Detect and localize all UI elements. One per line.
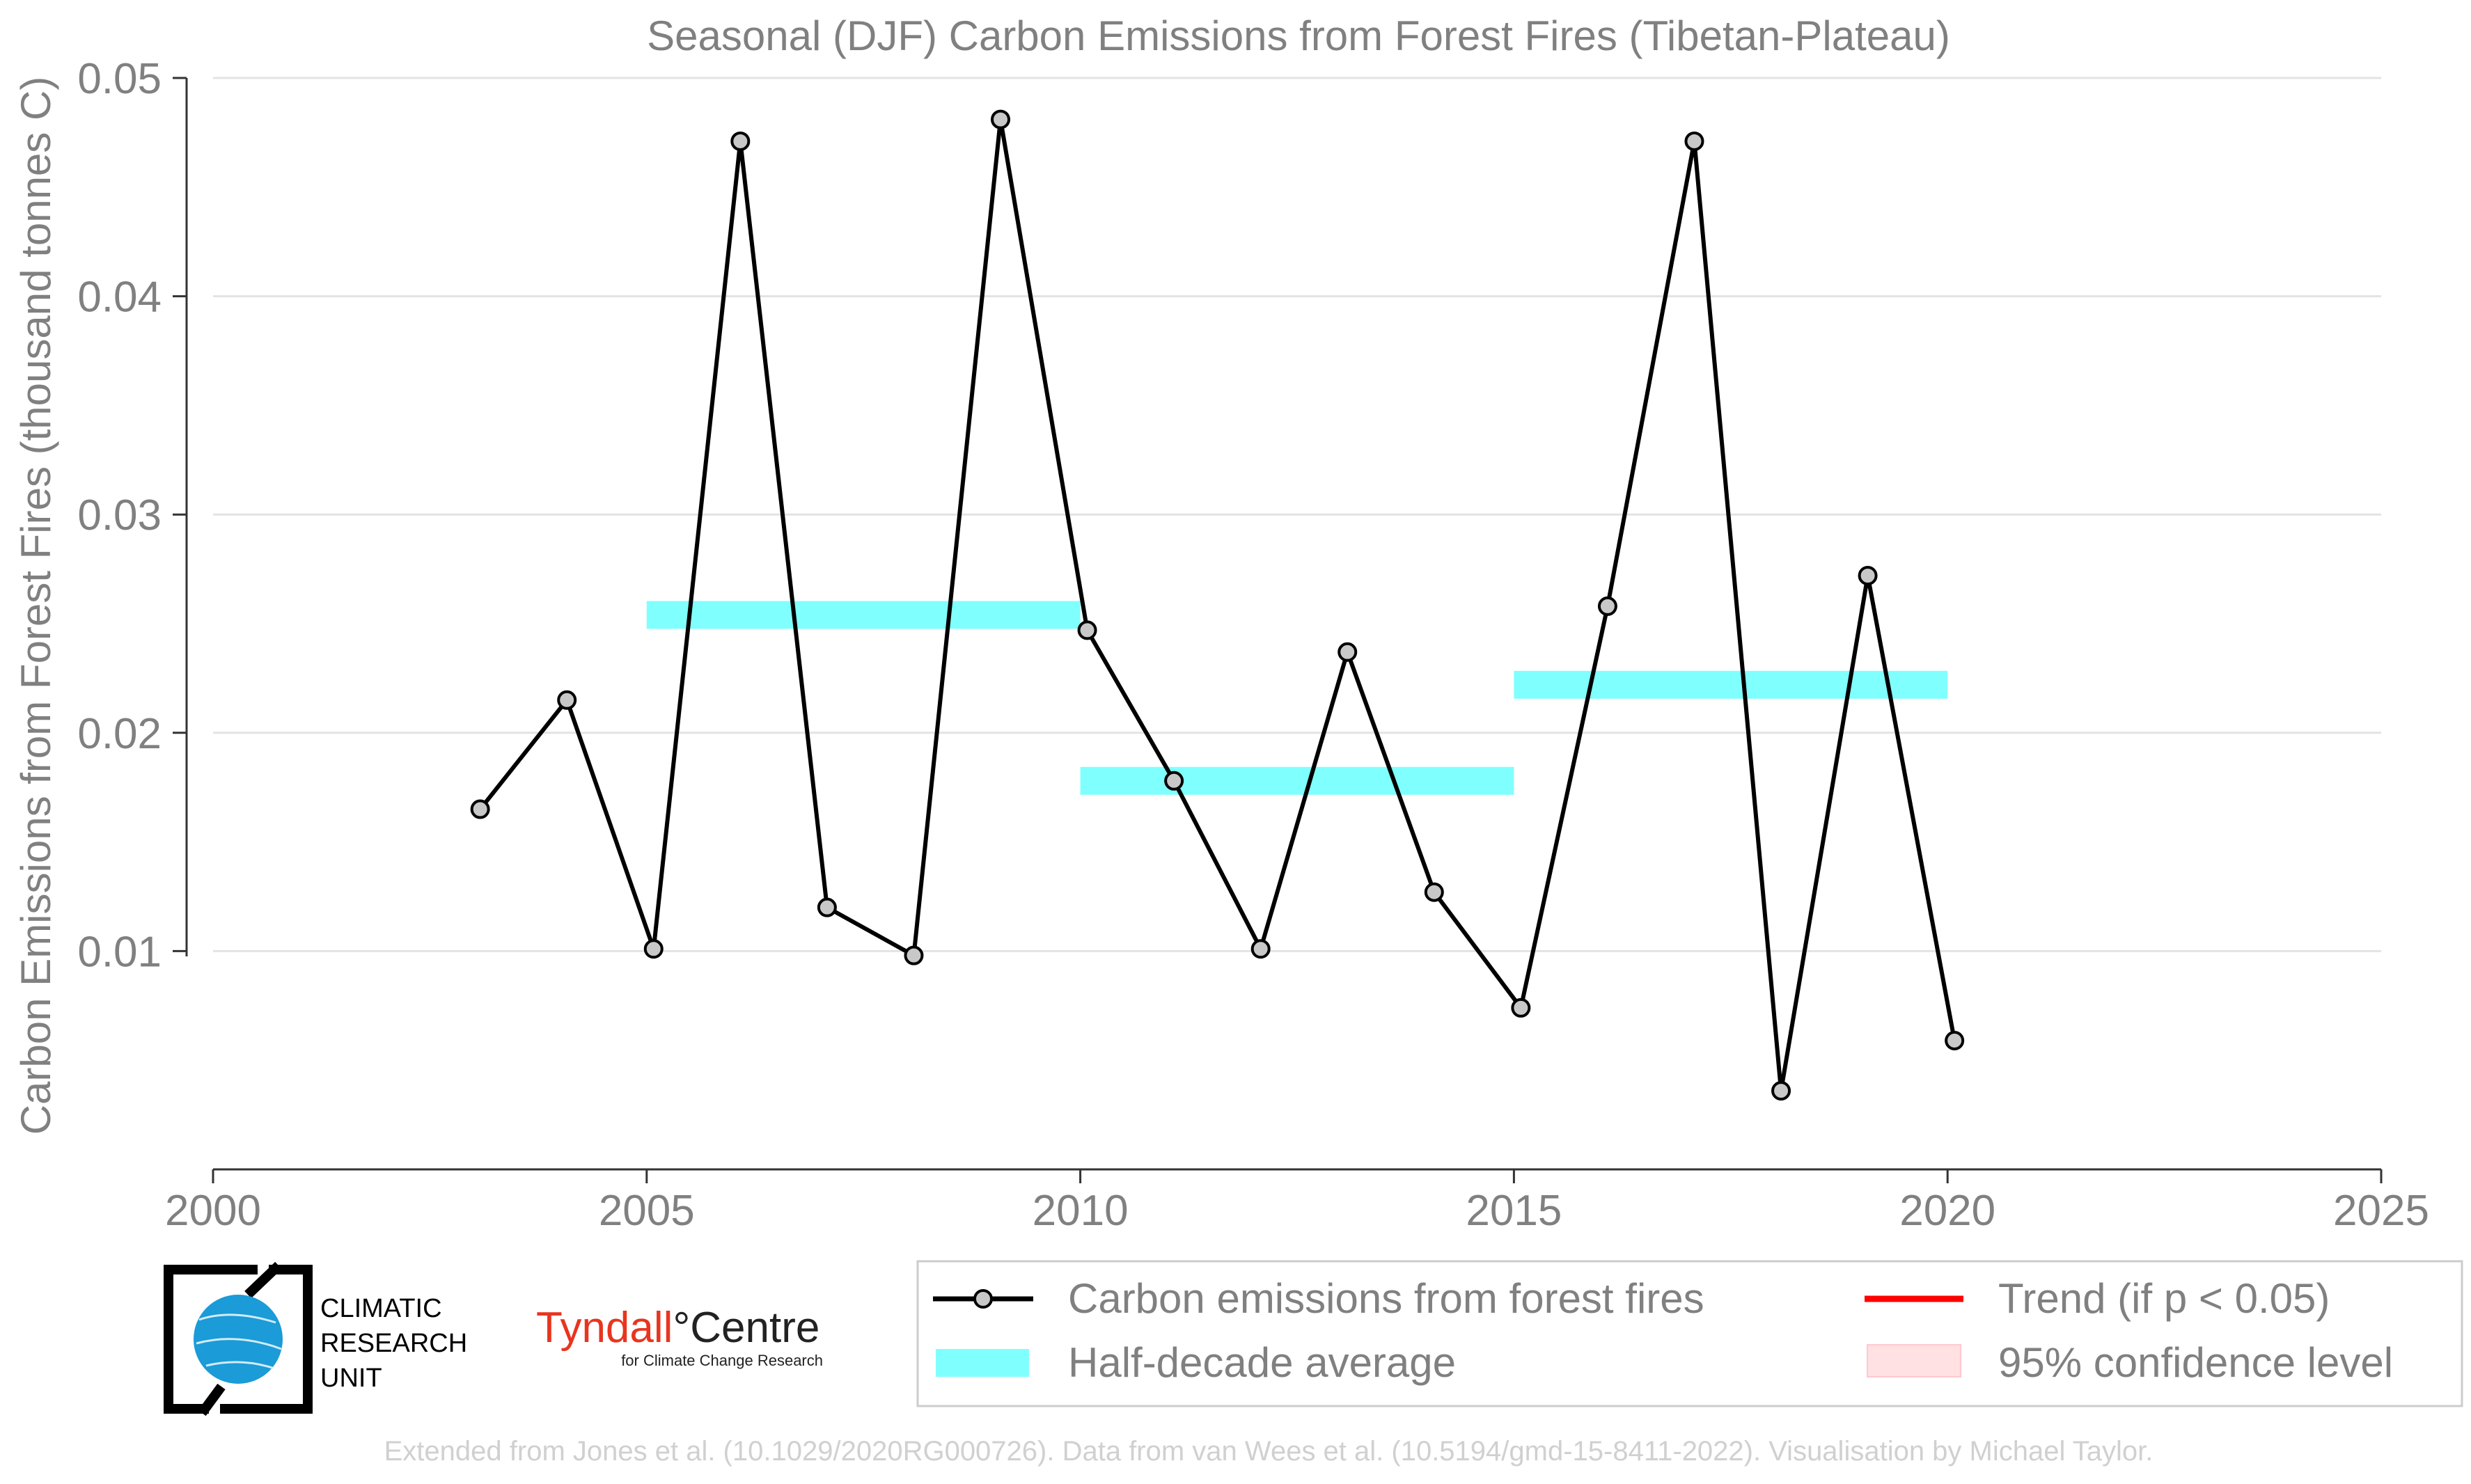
emissions-line (478, 117, 1957, 1094)
series-line (478, 117, 1957, 1094)
half-decade-bar (1514, 670, 1948, 699)
data-point (643, 939, 664, 959)
legend-box (916, 1260, 2463, 1407)
legend-emissions-label: Carbon emissions from forest fires (1068, 1275, 1704, 1322)
x-tick-label: 2005 (599, 1187, 695, 1235)
data-point (1164, 771, 1184, 791)
y-tick-label: 0.02 (77, 710, 162, 758)
data-point (1945, 1030, 1965, 1050)
x-tick-label: 2010 (1033, 1187, 1129, 1235)
x-tick-label: 2000 (165, 1187, 261, 1235)
y-tick-labels: 0.01 0.02 0.03 0.04 0.05 (77, 55, 187, 976)
cru-text-line2: RESEARCH (320, 1329, 467, 1358)
data-point (1424, 882, 1444, 902)
data-point (1684, 131, 1704, 151)
chart-title: Seasonal (DJF) Carbon Emissions from For… (647, 13, 1950, 59)
y-tick-label: 0.01 (77, 928, 162, 976)
legend-confidence-label: 95% confidence level (1998, 1339, 2393, 1386)
data-point (557, 690, 577, 710)
tyndall-name: Tyndall°Centre (536, 1304, 819, 1352)
tyndall-logo: Tyndall°Centre for Climate Change Resear… (536, 1304, 823, 1369)
data-point (991, 109, 1011, 129)
data-point (730, 131, 751, 151)
data-point (1771, 1081, 1791, 1101)
y-tick-label: 0.03 (77, 491, 162, 539)
tyndall-subtitle: for Climate Change Research (621, 1352, 823, 1369)
cru-text-line3: UNIT (320, 1364, 382, 1393)
tyndall-name-part1: Tyndall (536, 1304, 673, 1352)
half-decade-bar (646, 601, 1081, 629)
legend-emissions-swatch-marker (973, 1289, 993, 1309)
half-decade-bar (1080, 766, 1514, 795)
x-tick-label: 2015 (1466, 1187, 1562, 1235)
legend-trend-label: Trend (if p < 0.05) (1998, 1275, 2330, 1322)
cru-text-line1: CLIMATIC (320, 1294, 442, 1323)
legend-halfdecade-label: Half-decade average (1068, 1339, 1456, 1386)
legend-confidence-swatch (1867, 1344, 1961, 1378)
data-point (1338, 642, 1358, 662)
data-point (470, 799, 490, 819)
data-point (1250, 939, 1271, 959)
half-decade-bars (646, 601, 1948, 795)
data-point (1858, 566, 1878, 586)
x-tick-label: 2020 (1899, 1187, 1995, 1235)
y-tick-label: 0.04 (77, 274, 162, 322)
data-point (1597, 596, 1617, 616)
emissions-points (470, 109, 1965, 1101)
tyndall-name-part2: °Centre (673, 1304, 819, 1352)
x-tick-labels: 2000 2005 2010 2015 2020 2025 (165, 1169, 2429, 1235)
data-point (1511, 997, 1531, 1018)
footer-credit: Extended from Jones et al. (10.1029/2020… (384, 1436, 2154, 1467)
x-tick-label: 2025 (2333, 1187, 2429, 1235)
y-axis-label: Carbon Emissions from Forest Fires (thou… (13, 77, 59, 1135)
legend-halfdecade-swatch (936, 1349, 1029, 1377)
data-point (817, 897, 837, 917)
y-tick-label: 0.05 (77, 55, 162, 103)
legend: Carbon emissions from forest fires Half-… (916, 1260, 2463, 1407)
cru-logo: CLIMATIC RESEARCH UNIT (164, 1261, 467, 1416)
data-point (904, 945, 924, 965)
data-point (1077, 620, 1097, 640)
grid-lines (213, 77, 2381, 952)
